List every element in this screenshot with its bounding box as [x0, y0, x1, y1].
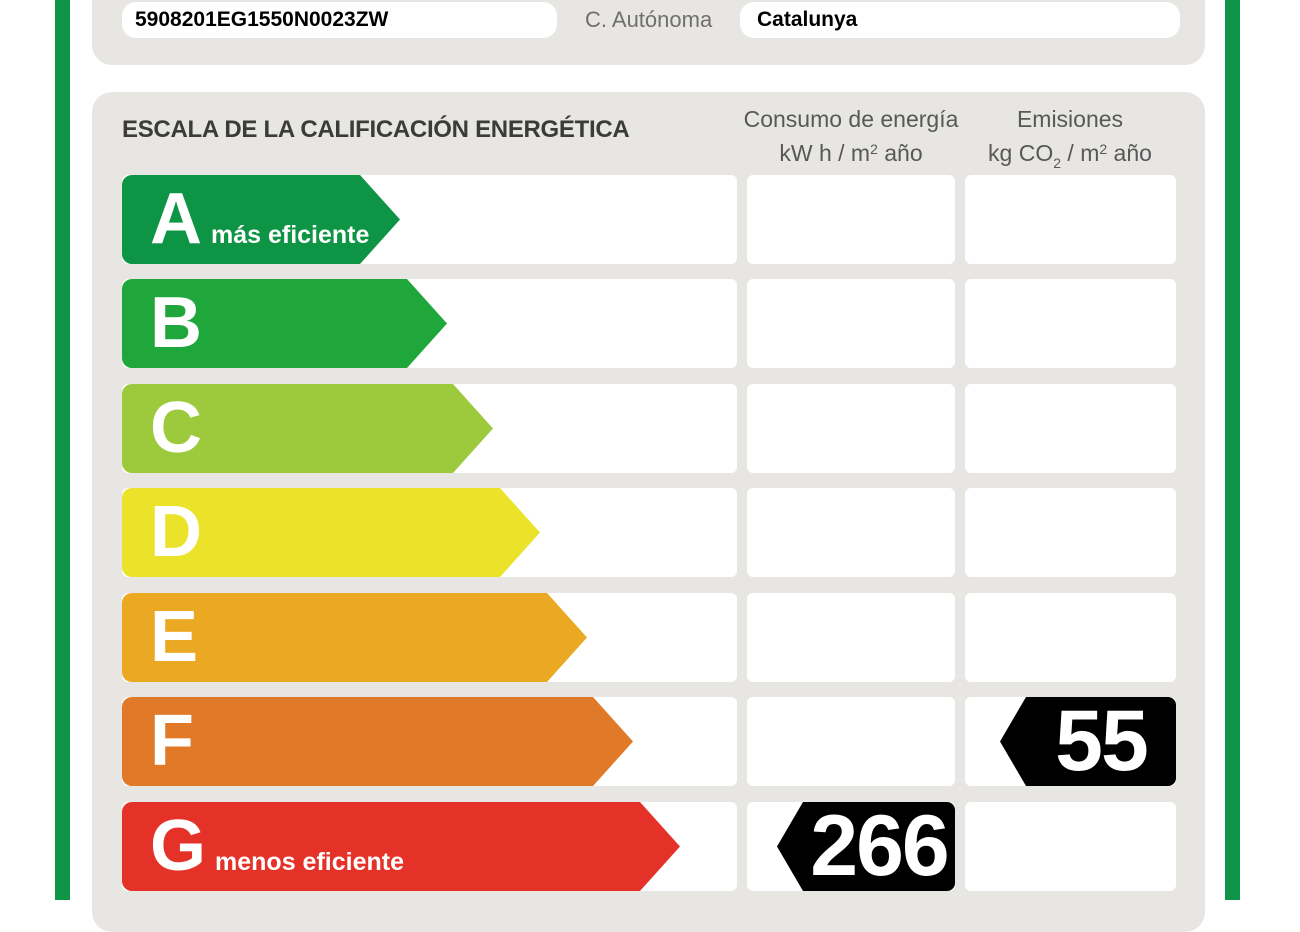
certificate-header-bar: 5908201EG1550N0023ZW C. Autónoma Catalun… [92, 0, 1205, 65]
consumo-value: 266 [810, 798, 949, 894]
consumo-header-line2: kW h / m2 año [779, 140, 923, 166]
rating-arrow-g: G menos eficiente [122, 802, 680, 891]
rating-row-b: B [122, 279, 1268, 368]
registry-code-input[interactable]: 5908201EG1550N0023ZW [122, 2, 557, 38]
rating-arrow-d: D [122, 488, 540, 577]
rating-letter: D [150, 492, 202, 572]
region-input[interactable]: Catalunya [740, 2, 1180, 38]
rating-row-a: A más eficiente [122, 175, 1268, 264]
consumo-cell [747, 279, 955, 368]
region-label: C. Autónoma [585, 7, 713, 32]
rating-letter: G [150, 806, 207, 886]
rating-letter: B [150, 283, 202, 363]
consumo-cell [747, 384, 955, 473]
consumo-cell [747, 593, 955, 682]
rating-arrow-c: C [122, 384, 493, 473]
emisiones-column-header: Emisiones kg CO2 / m2 año [940, 104, 1200, 178]
emisiones-header-line1: Emisiones [1016, 106, 1124, 132]
emisiones-header-line2: kg CO2 / m2 año [988, 140, 1152, 171]
right-border-stripe [1225, 0, 1240, 900]
rating-row-f: F 55 [122, 697, 1268, 786]
rating-row-d: D [122, 488, 1268, 577]
consumo-cell [747, 697, 955, 786]
rating-letter: C [150, 388, 202, 468]
emisiones-cell: 55 [965, 697, 1176, 786]
efficiency-label-least: menos eficiente [215, 848, 404, 876]
efficiency-label-most: más eficiente [211, 221, 370, 249]
emisiones-value-badge: 55 [1000, 697, 1176, 786]
emisiones-cell [965, 802, 1176, 891]
rating-letter: A [150, 179, 202, 259]
emisiones-cell [965, 384, 1176, 473]
left-border-stripe [55, 0, 70, 900]
emisiones-cell [965, 175, 1176, 264]
rating-row-g: G menos eficiente 266 [122, 802, 1268, 891]
rating-arrow-e: E [122, 593, 587, 682]
consumo-value-badge: 266 [777, 802, 955, 891]
rating-letter: E [150, 597, 199, 677]
rating-arrow-f: F [122, 697, 633, 786]
consumo-cell [747, 488, 955, 577]
consumo-cell: 266 [747, 802, 955, 891]
consumo-cell [747, 175, 955, 264]
rating-row-e: E [122, 593, 1268, 682]
rating-arrow-a: A más eficiente [122, 175, 400, 264]
consumo-column-header: Consumo de energía kW h / m2 año [721, 104, 981, 168]
consumo-header-line1: Consumo de energía [743, 106, 959, 132]
emisiones-cell [965, 279, 1176, 368]
rating-letter: F [150, 701, 194, 781]
energy-scale-panel: ESCALA DE LA CALIFICACIÓN ENERGÉTICA Con… [92, 92, 1205, 932]
scale-title: ESCALA DE LA CALIFICACIÓN ENERGÉTICA [122, 116, 630, 143]
rating-row-c: C [122, 384, 1268, 473]
emisiones-cell [965, 488, 1176, 577]
rating-arrow-b: B [122, 279, 447, 368]
emisiones-cell [965, 593, 1176, 682]
emisiones-value: 55 [1055, 693, 1149, 789]
